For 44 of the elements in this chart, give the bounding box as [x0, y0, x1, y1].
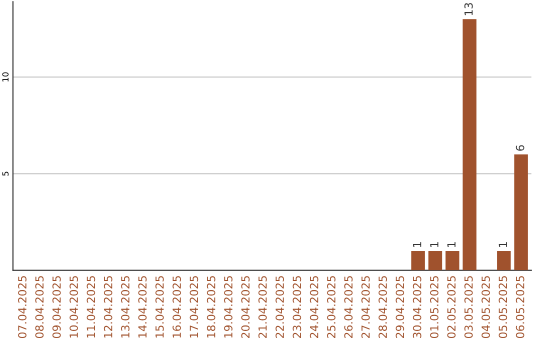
x-tick-label: 18.04.2025 — [206, 276, 216, 338]
x-tick-label: 19.04.2025 — [224, 276, 232, 338]
data-label: 1 — [413, 242, 422, 247]
bar — [514, 154, 528, 270]
bar — [446, 250, 460, 270]
x-tick-label: 11.04.2025 — [86, 276, 96, 338]
x-tick-label: 12.04.2025 — [104, 276, 112, 338]
x-tick-label: 26.04.2025 — [344, 276, 353, 338]
x-tick-label: 03.05.2025 — [464, 276, 473, 338]
data-label: 13 — [464, 3, 473, 16]
x-tick-label: 16.04.2025 — [172, 276, 181, 338]
x-tick-label: 15.04.2025 — [155, 276, 164, 338]
x-tick-label: 09.04.2025 — [52, 276, 61, 338]
x-tick-label: 06.05.2025 — [516, 276, 524, 338]
x-tick-label: 22.04.2025 — [276, 276, 284, 338]
data-label: 1 — [498, 242, 507, 247]
x-tick-label: 24.04.2025 — [310, 276, 318, 338]
x-tick-label: 04.05.2025 — [482, 276, 490, 338]
x-tick-label: 05.05.2025 — [498, 276, 508, 338]
data-label: 1 — [447, 242, 456, 247]
bar — [462, 19, 476, 270]
x-tick-label: 28.04.2025 — [378, 276, 387, 338]
bar — [428, 250, 442, 270]
bar — [497, 250, 511, 270]
x-tick-label: 23.04.2025 — [292, 276, 302, 338]
y-tick-label: 10 — [2, 72, 9, 82]
x-tick-label: 27.04.2025 — [361, 276, 370, 338]
x-tick-label: 08.04.2025 — [35, 276, 44, 338]
bar — [411, 250, 425, 270]
x-tick-label: 25.04.2025 — [327, 276, 336, 338]
x-tick-label: 17.04.2025 — [190, 276, 198, 338]
y-tick-label: 5 — [2, 172, 9, 176]
x-tick-label: 01.05.2025 — [430, 276, 438, 338]
x-tick-label: 20.04.2025 — [241, 276, 250, 338]
x-tick-label: 21.04.2025 — [258, 276, 267, 338]
data-label: 6 — [516, 145, 524, 151]
x-tick-label: 13.04.2025 — [121, 276, 130, 338]
x-tick-label: 07.04.2025 — [18, 276, 26, 338]
x-tick-label: 10.04.2025 — [70, 276, 78, 338]
data-label: 1 — [430, 242, 438, 247]
x-tick-label: 14.04.2025 — [138, 276, 147, 338]
x-tick-label: 29.04.2025 — [396, 276, 404, 338]
x-tick-label: 30.04.2025 — [412, 276, 422, 338]
x-tick-label: 02.05.2025 — [447, 276, 456, 338]
